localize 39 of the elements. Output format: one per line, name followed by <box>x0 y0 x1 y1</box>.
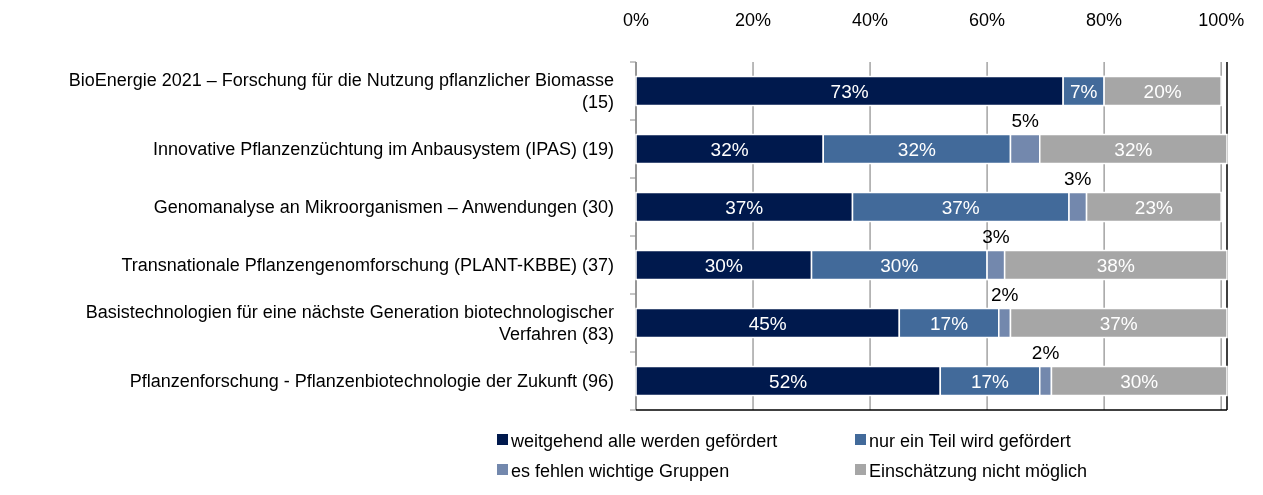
data-label: 3% <box>1064 167 1092 189</box>
y-tick-label: BioEnergie 2021 – Forschung für die Nutzung pflanzlicher Biomasse (15) <box>68 70 614 112</box>
data-label: 73% <box>830 81 869 102</box>
data-label: 17% <box>971 371 1010 392</box>
data-label: 3% <box>982 225 1010 247</box>
data-label: 52% <box>769 371 808 392</box>
x-tick-label: 20% <box>735 10 772 30</box>
data-label: 23% <box>1134 197 1173 218</box>
y-tick-label: Transnationale Pflanzengenomforschung (PLANT-KBBE) (37) <box>121 255 614 275</box>
legend-label: weitgehend alle werden gefördert <box>510 431 778 451</box>
y-tick-label: Basistechnologien für eine nächste Generation biotechnologischer Verfahren (83) <box>85 302 614 344</box>
x-tick-label: 60% <box>969 10 1006 30</box>
data-label: 2% <box>1031 341 1060 363</box>
data-label: 32% <box>710 139 749 160</box>
x-tick-label: 100% <box>1198 10 1245 30</box>
data-label: 32% <box>1114 139 1153 160</box>
data-label: 20% <box>1143 81 1182 102</box>
x-tick-label: 80% <box>1086 10 1123 30</box>
y-tick-label: Pflanzenforschung - Pflanzenbiotechnologie der Zukunft (96) <box>129 371 614 391</box>
data-label: 30% <box>1120 371 1159 392</box>
data-label: 37% <box>1099 313 1138 334</box>
data-label: 30% <box>880 255 919 276</box>
legend-label: nur ein Teil wird gefördert <box>869 431 1071 451</box>
y-tick-label: Genomanalyse an Mikroorganismen – Anwendungen (30) <box>153 197 614 217</box>
x-tick-label: 0% <box>622 10 650 30</box>
x-tick-label: 40% <box>852 10 889 30</box>
data-label: 5% <box>1011 109 1039 131</box>
data-label: 17% <box>930 313 969 334</box>
data-label: 30% <box>704 255 743 276</box>
legend-label: es fehlen wichtige Gruppen <box>511 461 730 481</box>
y-tick-label: Innovative Pflanzenzüchtung im Anbausystem (IPAS) (19) <box>153 139 614 159</box>
legend-label: Einschätzung nicht möglich <box>869 461 1088 481</box>
data-label: 2% <box>990 283 1019 305</box>
data-label: 37% <box>725 197 764 218</box>
data-label: 7% <box>1069 81 1098 102</box>
data-label: 38% <box>1096 255 1135 276</box>
data-label: 37% <box>941 197 980 218</box>
data-label: 45% <box>748 313 787 334</box>
data-label: 32% <box>897 139 936 160</box>
